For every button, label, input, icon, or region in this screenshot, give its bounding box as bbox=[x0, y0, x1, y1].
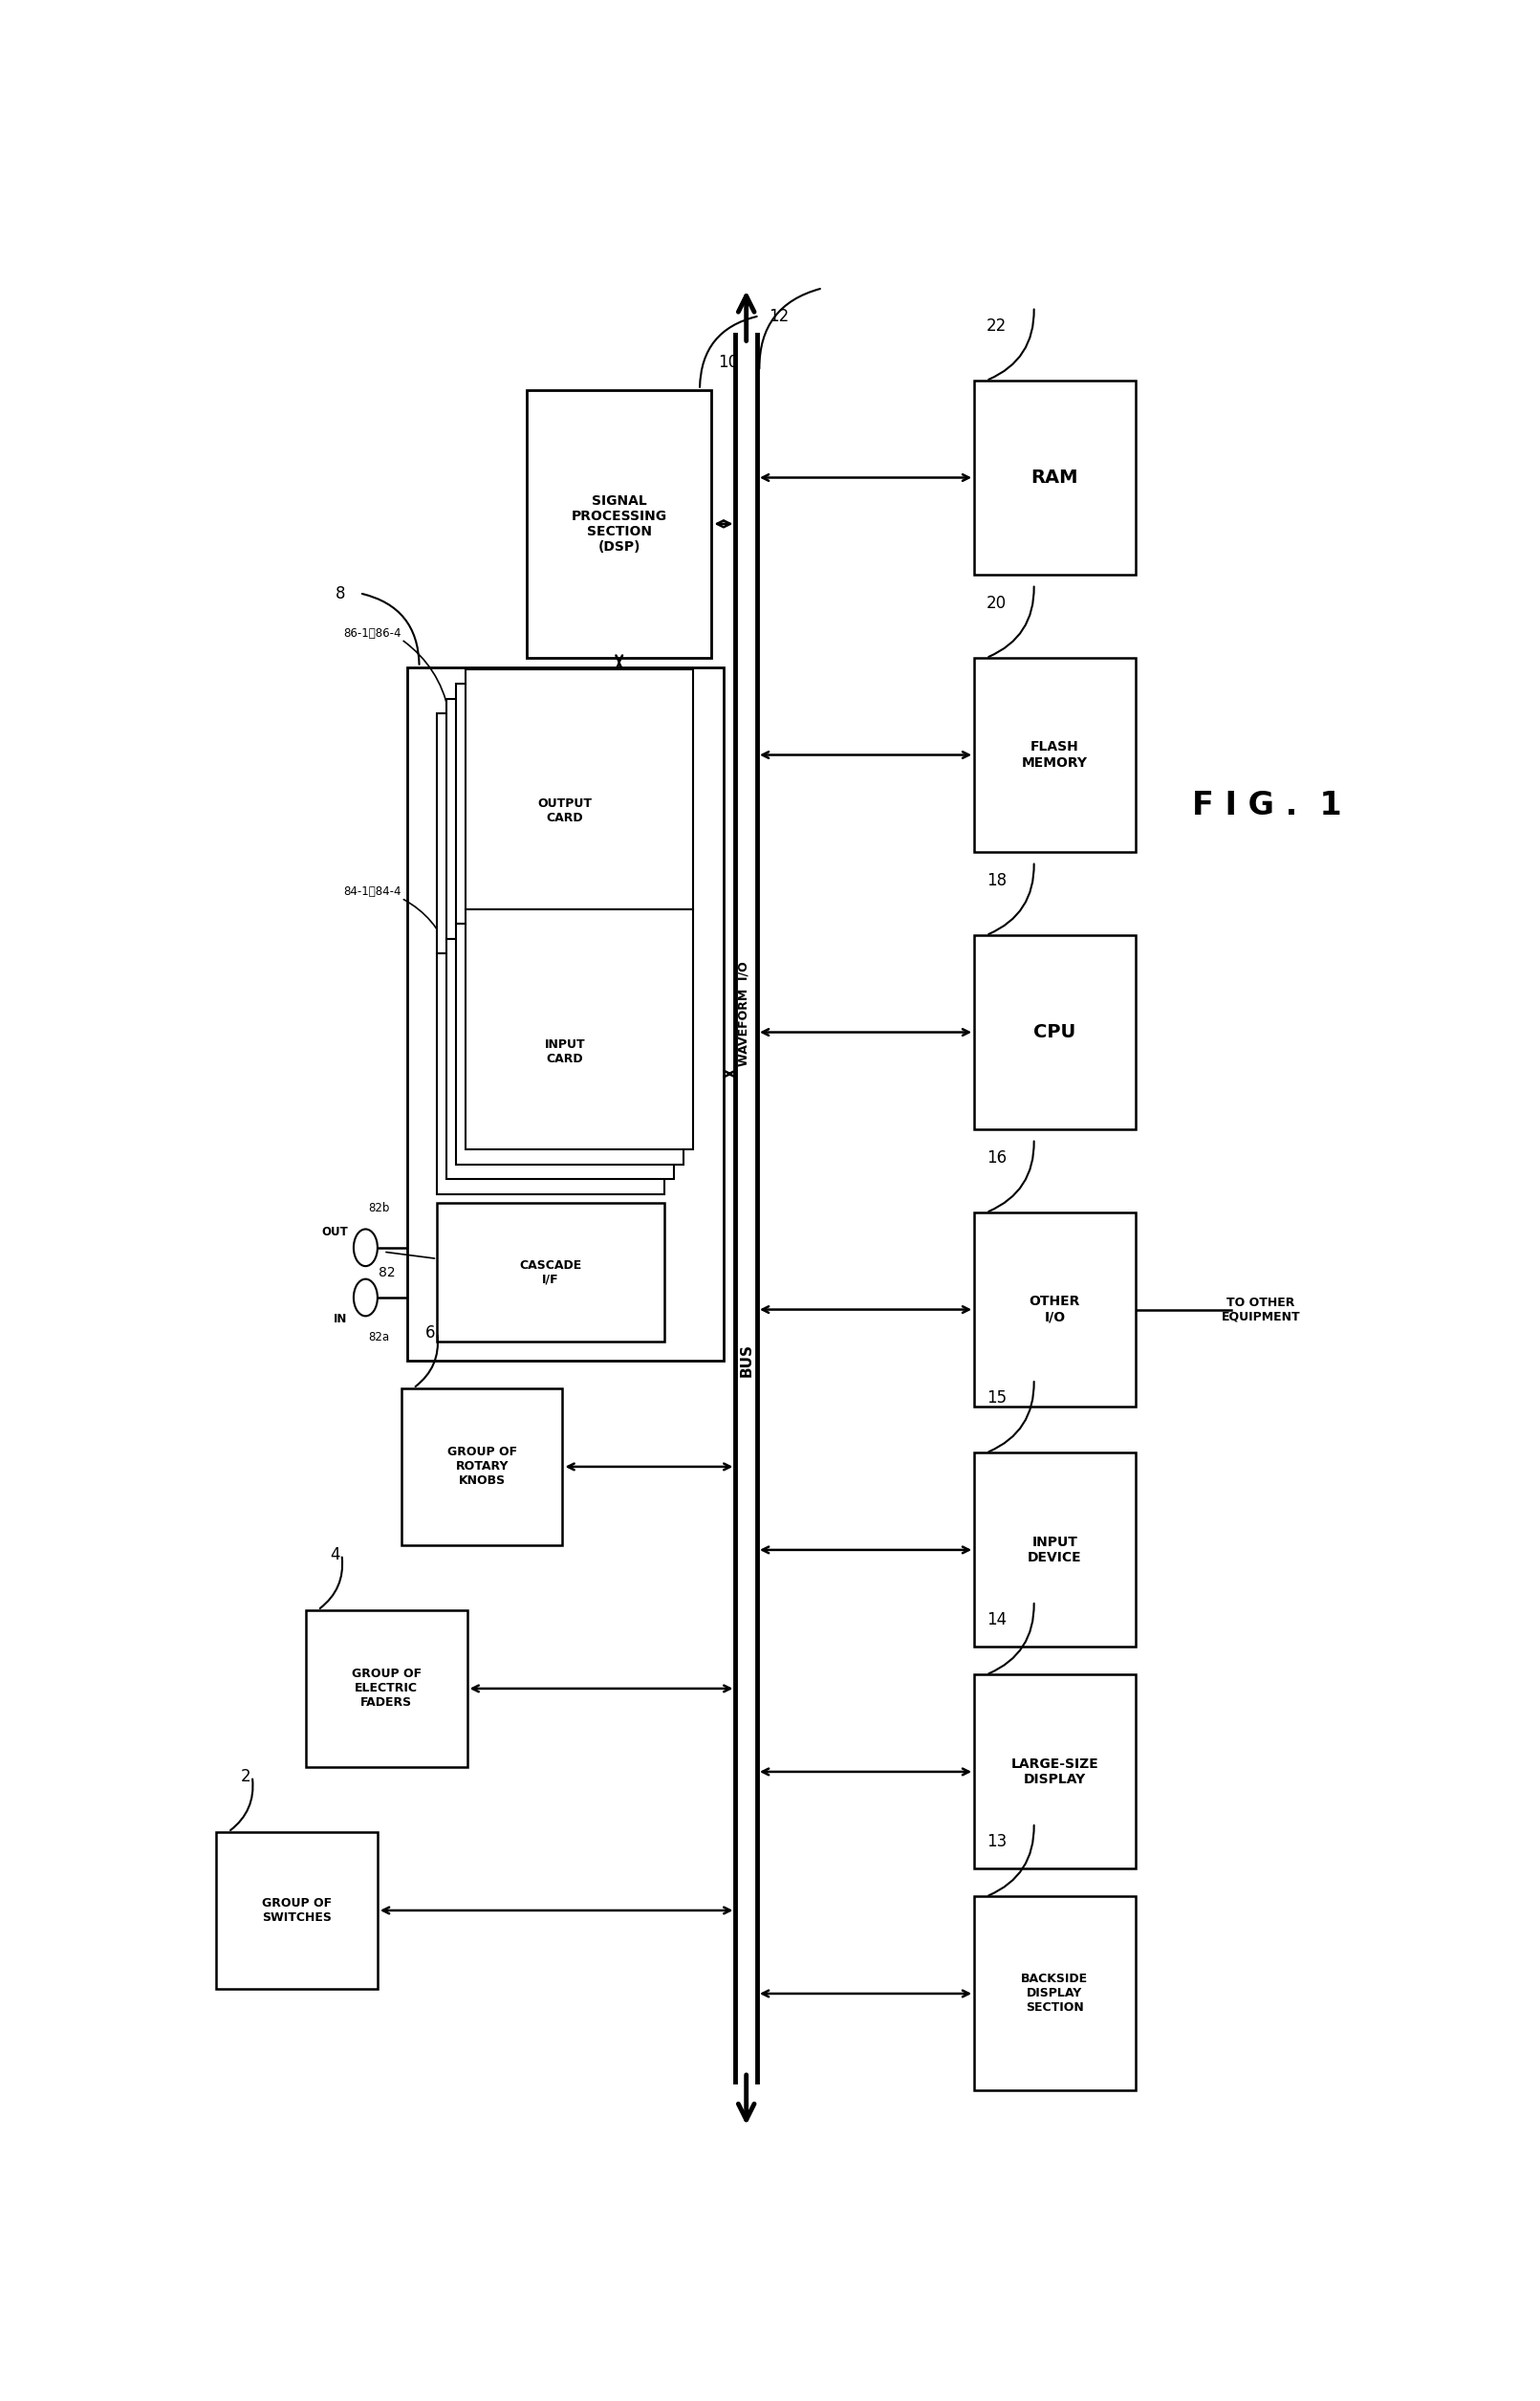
Text: 8: 8 bbox=[336, 586, 346, 603]
Text: 82: 82 bbox=[379, 1265, 396, 1280]
Bar bbox=[465, 670, 693, 910]
Text: 82b: 82b bbox=[368, 1203, 390, 1215]
Bar bbox=[447, 939, 673, 1179]
Bar bbox=[456, 684, 684, 924]
Text: WAVEFORM  I/O: WAVEFORM I/O bbox=[738, 960, 750, 1066]
Text: GROUP OF
SWITCHES: GROUP OF SWITCHES bbox=[262, 1897, 333, 1923]
Text: 16: 16 bbox=[986, 1150, 1006, 1167]
Text: OUT: OUT bbox=[322, 1227, 348, 1239]
Text: F I G .  1: F I G . 1 bbox=[1192, 790, 1341, 821]
Text: CPU: CPU bbox=[1033, 1023, 1076, 1042]
Text: IN: IN bbox=[334, 1313, 348, 1325]
Text: 6: 6 bbox=[425, 1325, 436, 1342]
Bar bbox=[465, 910, 693, 1150]
Text: 18: 18 bbox=[986, 872, 1006, 888]
Text: FLASH
MEMORY: FLASH MEMORY bbox=[1023, 740, 1087, 768]
Text: 15: 15 bbox=[986, 1390, 1006, 1407]
Text: 20: 20 bbox=[986, 595, 1006, 612]
Bar bbox=[975, 1676, 1135, 1868]
Bar bbox=[975, 934, 1135, 1128]
Bar bbox=[216, 1832, 377, 1988]
Bar bbox=[527, 389, 711, 658]
Text: INPUT
DEVICE: INPUT DEVICE bbox=[1027, 1537, 1083, 1565]
Bar bbox=[975, 1453, 1135, 1647]
Text: 84-1～84-4: 84-1～84-4 bbox=[343, 886, 402, 898]
Text: BUS: BUS bbox=[739, 1345, 753, 1378]
Bar bbox=[975, 1213, 1135, 1407]
Text: 13: 13 bbox=[986, 1832, 1007, 1851]
Text: INPUT
CARD: INPUT CARD bbox=[545, 1037, 585, 1066]
Text: BACKSIDE
DISPLAY
SECTION: BACKSIDE DISPLAY SECTION bbox=[1021, 1974, 1089, 2014]
Text: SIGNAL
PROCESSING
SECTION
(DSP): SIGNAL PROCESSING SECTION (DSP) bbox=[571, 495, 667, 555]
Text: TO OTHER
EQUIPMENT: TO OTHER EQUIPMENT bbox=[1221, 1297, 1300, 1323]
Bar bbox=[402, 1388, 562, 1546]
Bar bbox=[437, 1203, 664, 1342]
Text: 10: 10 bbox=[718, 353, 738, 372]
Text: 14: 14 bbox=[986, 1611, 1006, 1628]
Bar bbox=[306, 1611, 467, 1767]
Text: GROUP OF
ELECTRIC
FADERS: GROUP OF ELECTRIC FADERS bbox=[351, 1669, 422, 1710]
Bar bbox=[437, 713, 664, 953]
Text: 86-1～86-4: 86-1～86-4 bbox=[343, 627, 402, 639]
Bar bbox=[975, 658, 1135, 852]
Text: 12: 12 bbox=[768, 307, 790, 324]
Bar bbox=[447, 699, 673, 939]
Text: RAM: RAM bbox=[1032, 468, 1078, 487]
Text: 2: 2 bbox=[240, 1770, 251, 1786]
Text: 22: 22 bbox=[986, 317, 1007, 334]
Bar bbox=[437, 953, 664, 1193]
Bar bbox=[456, 924, 684, 1164]
Text: OTHER
I/O: OTHER I/O bbox=[1029, 1294, 1081, 1323]
Text: 82a: 82a bbox=[368, 1330, 390, 1345]
Bar bbox=[407, 667, 724, 1361]
Text: CASCADE
I/F: CASCADE I/F bbox=[519, 1258, 582, 1287]
Bar bbox=[975, 1897, 1135, 2091]
Text: GROUP OF
ROTARY
KNOBS: GROUP OF ROTARY KNOBS bbox=[447, 1445, 517, 1486]
Text: 4: 4 bbox=[330, 1546, 340, 1563]
Text: LARGE-SIZE
DISPLAY: LARGE-SIZE DISPLAY bbox=[1010, 1758, 1098, 1786]
Bar bbox=[975, 379, 1135, 574]
Text: OUTPUT
CARD: OUTPUT CARD bbox=[537, 797, 591, 824]
